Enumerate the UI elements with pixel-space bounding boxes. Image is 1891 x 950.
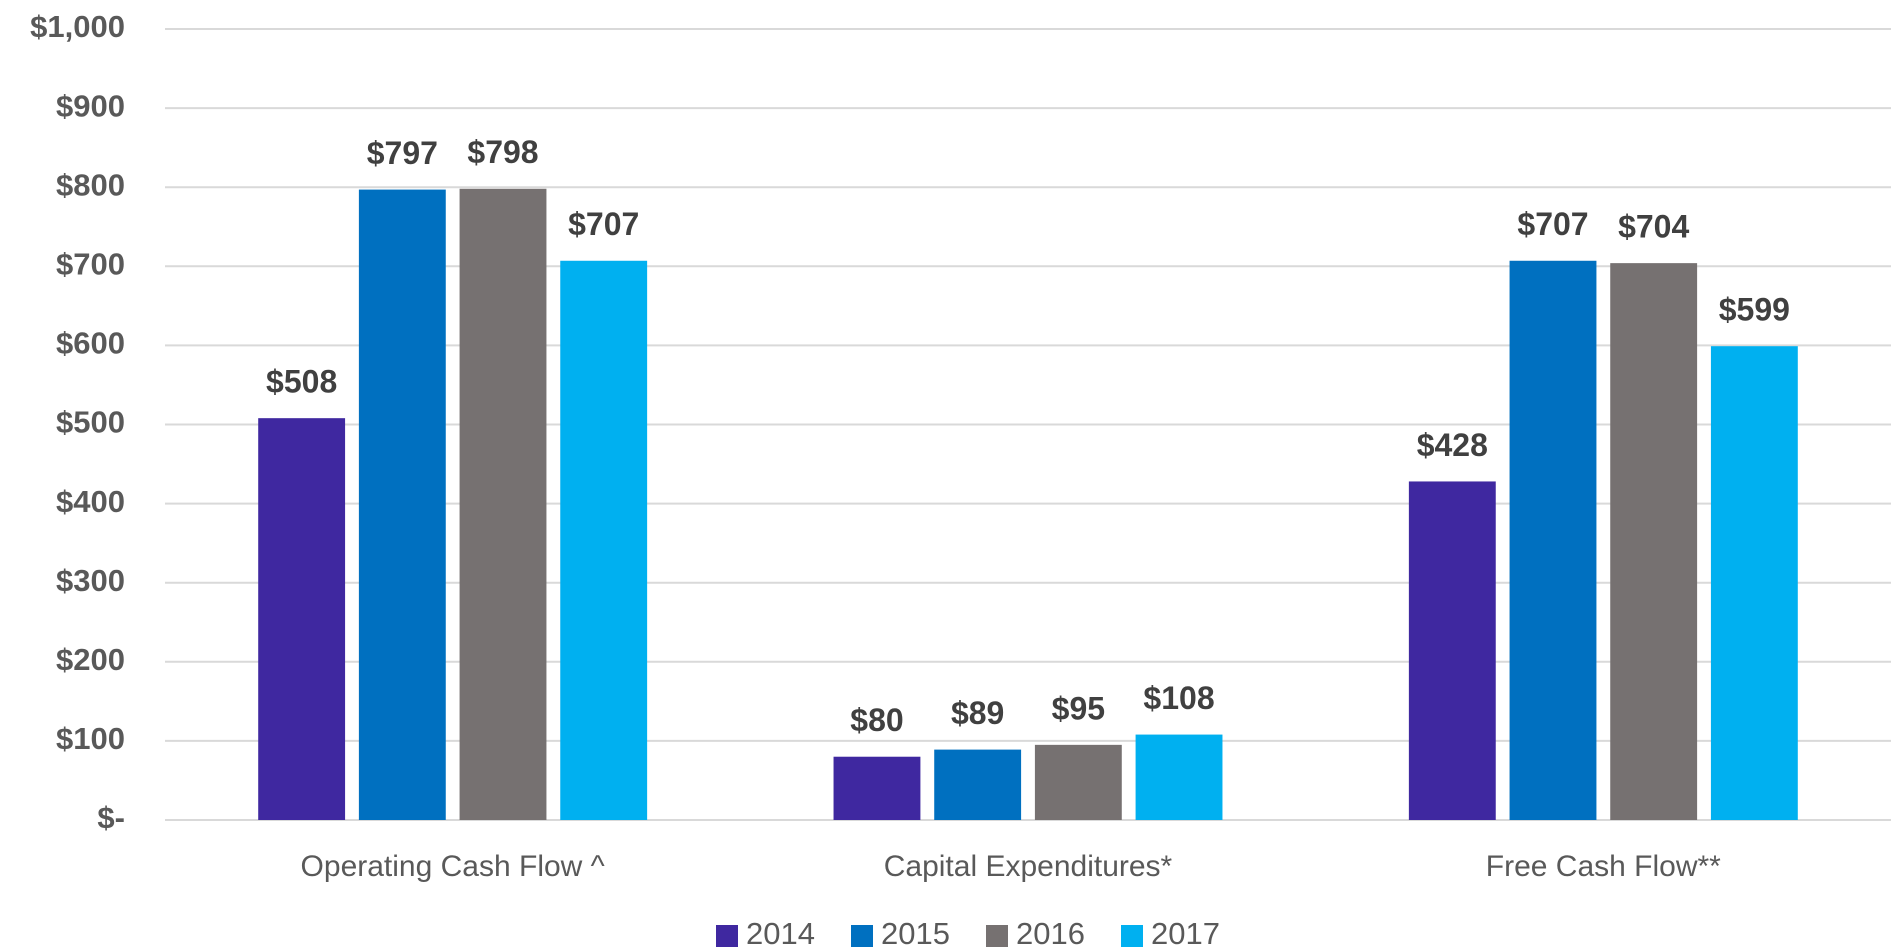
y-tick-label: $900 — [56, 88, 125, 123]
x-tick-label: Free Cash Flow** — [1486, 850, 1721, 883]
y-tick-label: $700 — [56, 246, 125, 281]
bar — [1034, 744, 1122, 820]
data-label: $798 — [467, 134, 538, 170]
bar — [1509, 260, 1597, 820]
y-tick-label: $600 — [56, 326, 125, 361]
bar — [1135, 734, 1223, 820]
data-label: $428 — [1417, 427, 1488, 463]
y-tick-label: $500 — [56, 405, 125, 440]
bar — [934, 749, 1022, 820]
data-label: $95 — [1052, 690, 1105, 726]
y-tick-label: $200 — [56, 642, 125, 677]
bar — [258, 418, 346, 820]
legend-swatch — [851, 925, 873, 947]
legend-label: 2015 — [881, 916, 950, 950]
y-tick-label: $- — [97, 800, 125, 835]
y-tick-label: $1,000 — [30, 9, 125, 44]
bar — [833, 756, 921, 820]
bar — [358, 189, 446, 820]
bar — [459, 188, 547, 821]
data-label: $707 — [1517, 206, 1588, 242]
data-label: $108 — [1143, 680, 1214, 716]
y-tick-label: $400 — [56, 484, 125, 519]
bar — [1710, 346, 1798, 820]
x-tick-label: Capital Expenditures* — [884, 850, 1173, 883]
data-label: $80 — [850, 702, 903, 738]
legend-label: 2017 — [1151, 916, 1220, 950]
x-tick-label: Operating Cash Flow ^ — [301, 850, 605, 883]
y-tick-label: $300 — [56, 563, 125, 598]
y-tick-label: $800 — [56, 167, 125, 202]
data-label: $599 — [1719, 292, 1790, 328]
bar — [1610, 263, 1698, 820]
data-label: $704 — [1618, 209, 1689, 245]
bar — [1408, 481, 1496, 820]
legend-label: 2016 — [1016, 916, 1085, 950]
data-label: $89 — [951, 695, 1004, 731]
legend-swatch — [986, 925, 1008, 947]
legend-label: 2014 — [746, 916, 815, 950]
data-label: $707 — [568, 206, 639, 242]
legend-swatch — [1121, 925, 1143, 947]
bar — [560, 260, 648, 820]
legend-swatch — [716, 925, 738, 947]
data-label: $508 — [266, 364, 337, 400]
data-label: $797 — [367, 135, 438, 171]
y-tick-label: $100 — [56, 721, 125, 756]
